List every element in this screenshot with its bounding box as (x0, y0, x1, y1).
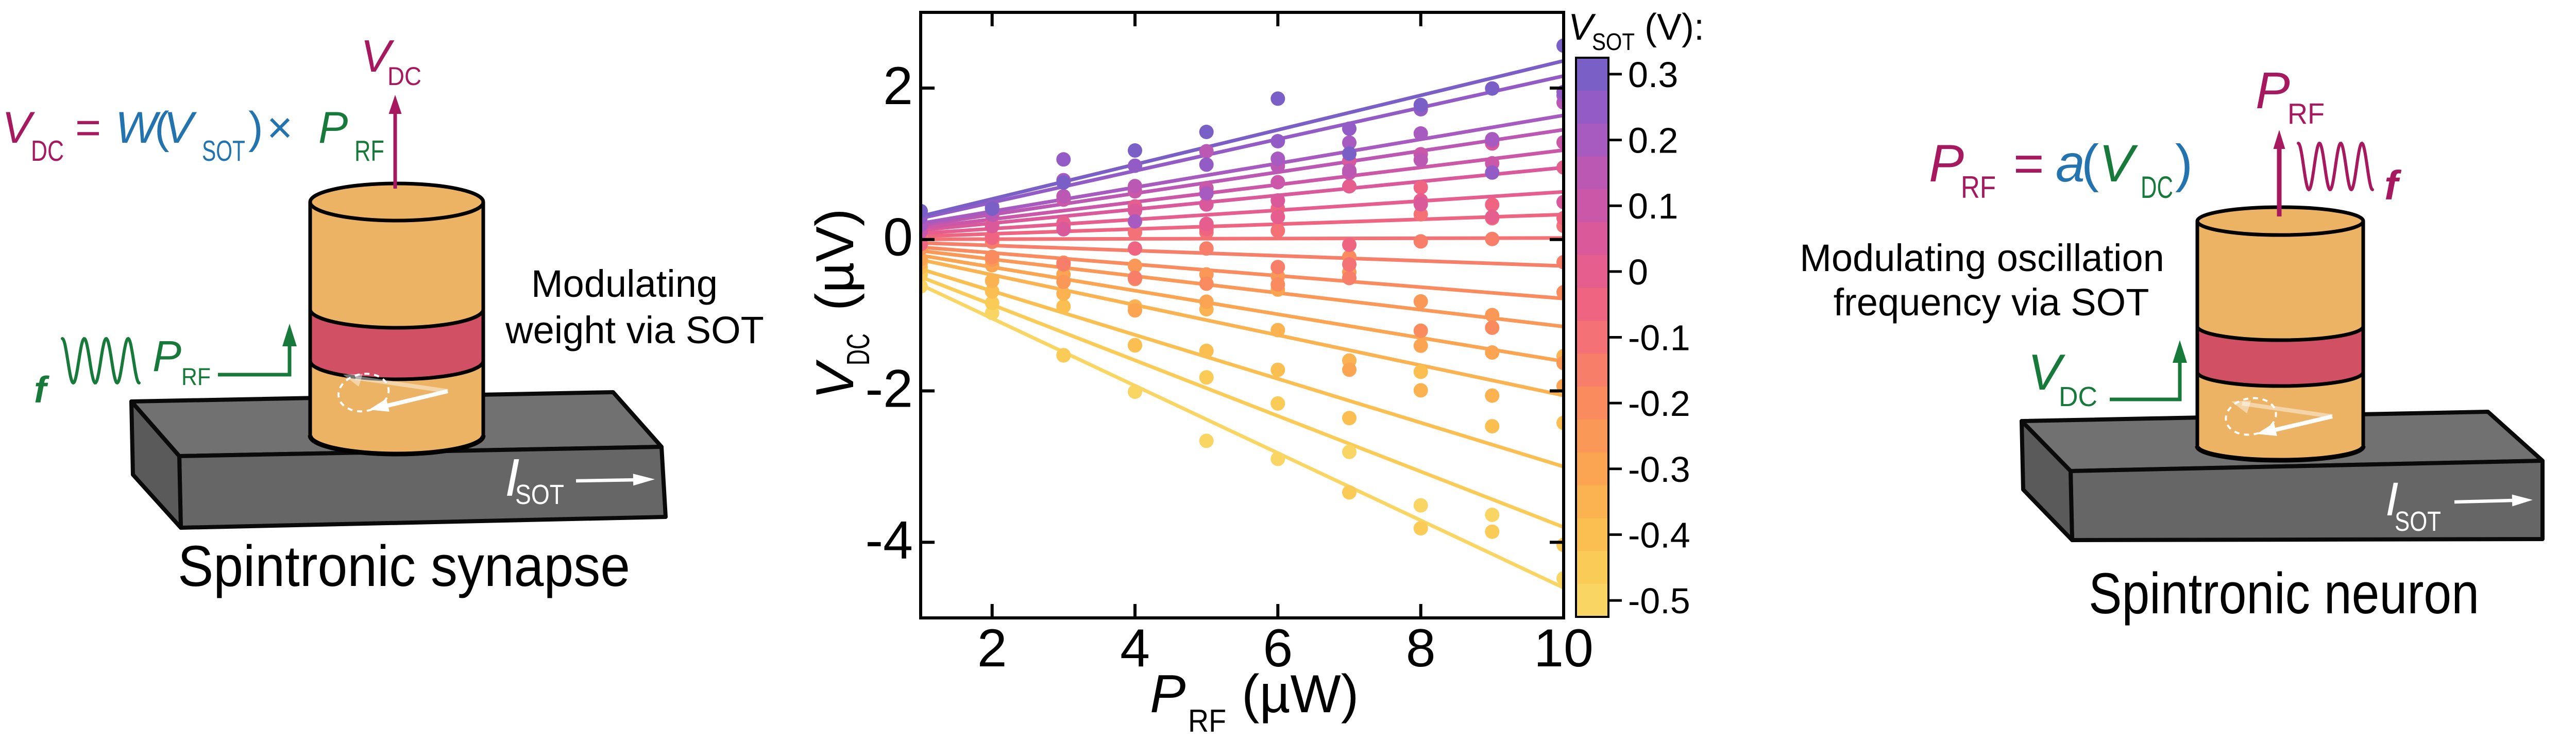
svg-text:(: ( (155, 103, 170, 153)
svg-text:10: 10 (1534, 618, 1594, 678)
svg-text:=: = (75, 103, 101, 153)
svg-text:V: V (1568, 7, 1596, 48)
svg-text:RF: RF (2287, 97, 2325, 130)
svg-text:=: = (2013, 134, 2044, 193)
svg-text:I: I (505, 448, 520, 507)
svg-text:-0.5: -0.5 (1628, 581, 1690, 621)
svg-text:DC: DC (31, 135, 64, 167)
svg-text:(V):: (V): (1645, 7, 1704, 48)
svg-text:P: P (318, 103, 348, 153)
svg-text:(µV): (µV) (805, 208, 865, 311)
svg-text:×: × (267, 103, 293, 153)
svg-text:a: a (2056, 134, 2085, 193)
svg-text:P: P (1150, 664, 1185, 724)
svg-text:0: 0 (1628, 252, 1648, 292)
svg-text:RF: RF (181, 363, 211, 390)
svg-text:DC: DC (2141, 170, 2173, 205)
svg-text:0: 0 (883, 208, 913, 267)
svg-text:-0.1: -0.1 (1628, 318, 1690, 358)
svg-text:P: P (152, 332, 181, 380)
svg-text:0.1: 0.1 (1628, 186, 1678, 226)
svg-text:8: 8 (1406, 618, 1436, 678)
svg-text:0.3: 0.3 (1628, 55, 1678, 95)
svg-text:V: V (164, 103, 197, 153)
svg-text:(: ( (2081, 134, 2099, 193)
svg-text:-2: -2 (866, 359, 913, 419)
svg-text:V: V (2028, 344, 2065, 400)
svg-text:I: I (2385, 473, 2399, 526)
svg-text:Modulating: Modulating (531, 262, 718, 305)
svg-text:W: W (115, 103, 161, 153)
svg-text:DC: DC (841, 333, 876, 365)
svg-text:6: 6 (1263, 618, 1293, 678)
svg-text:V: V (361, 30, 395, 81)
svg-text:4: 4 (1120, 618, 1150, 678)
svg-text:P: P (2256, 62, 2290, 120)
svg-text:RF: RF (354, 135, 384, 167)
svg-text:2: 2 (883, 56, 913, 116)
svg-text:): ) (2175, 134, 2193, 193)
svg-text:SOT: SOT (202, 135, 245, 167)
svg-text:RF: RF (1961, 170, 1996, 205)
svg-text:P: P (1929, 134, 1964, 193)
svg-text:V: V (805, 359, 865, 399)
svg-text:-0.2: -0.2 (1628, 383, 1690, 424)
svg-text:SOT: SOT (1592, 28, 1635, 55)
svg-text:Spintronic neuron: Spintronic neuron (2089, 561, 2479, 626)
svg-text:Spintronic synapse: Spintronic synapse (178, 534, 630, 598)
svg-text:DC: DC (2059, 381, 2097, 412)
svg-text:DC: DC (387, 62, 421, 91)
svg-text:weight via SOT: weight via SOT (505, 309, 764, 351)
svg-text:SOT: SOT (515, 479, 564, 510)
svg-text:V: V (2099, 134, 2138, 193)
svg-text:SOT: SOT (2395, 506, 2441, 537)
svg-text:(µW): (µW) (1242, 664, 1359, 724)
svg-text:0.2: 0.2 (1628, 121, 1678, 161)
svg-text:Modulating oscillation: Modulating oscillation (1800, 237, 2164, 279)
svg-text:V: V (2, 103, 36, 153)
svg-text:2: 2 (977, 618, 1007, 678)
svg-text:-4: -4 (866, 510, 913, 570)
svg-text:-0.3: -0.3 (1628, 449, 1690, 490)
svg-text:-0.4: -0.4 (1628, 515, 1690, 555)
svg-text:RF: RF (1188, 703, 1226, 739)
svg-text:frequency via SOT: frequency via SOT (1834, 281, 2149, 324)
svg-text:): ) (248, 103, 263, 153)
